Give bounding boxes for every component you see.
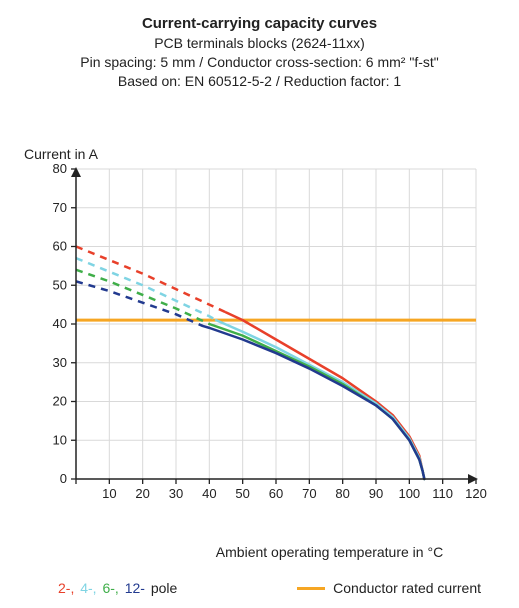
svg-text:70: 70 <box>302 486 316 501</box>
rated-swatch <box>297 587 325 590</box>
series-4-pole-dashed <box>76 258 216 320</box>
chart-header: Current-carrying capacity curves PCB ter… <box>0 0 519 91</box>
legend-pole-label: 12- <box>125 580 151 596</box>
svg-text:10: 10 <box>53 432 67 447</box>
legend-rated: Conductor rated current <box>297 580 481 596</box>
svg-text:20: 20 <box>135 486 149 501</box>
svg-text:100: 100 <box>398 486 420 501</box>
svg-text:30: 30 <box>53 355 67 370</box>
svg-text:50: 50 <box>235 486 249 501</box>
svg-text:40: 40 <box>53 316 67 331</box>
svg-text:60: 60 <box>269 486 283 501</box>
chart-title: Current-carrying capacity curves <box>0 14 519 34</box>
svg-text:110: 110 <box>432 486 453 501</box>
chart-plot: 10 20 30 40 50 60 70 80 90 100 110 120 0 10 20 30 40 50 60… <box>20 135 500 555</box>
svg-text:20: 20 <box>53 394 67 409</box>
series-4-pole-solid <box>216 320 424 479</box>
chart-subtitle-2: Pin spacing: 5 mm / Conductor cross-sect… <box>0 53 519 72</box>
svg-text:0: 0 <box>60 471 67 486</box>
svg-text:80: 80 <box>335 486 349 501</box>
svg-text:30: 30 <box>169 486 183 501</box>
legend-pole-label: 2-, <box>58 580 80 596</box>
chart-subtitle-3: Based on: EN 60512-5-2 / Reduction facto… <box>0 72 519 91</box>
legend: 2-, 4-, 6-, 12- pole Conductor rated cur… <box>0 580 519 596</box>
series-12-pole-solid <box>203 326 425 479</box>
svg-text:60: 60 <box>53 239 67 254</box>
svg-text:50: 50 <box>53 277 67 292</box>
legend-pole-label: 4-, <box>80 580 102 596</box>
legend-pole-suffix: pole <box>151 580 179 596</box>
chart-subtitle-1: PCB terminals blocks (2624-11xx) <box>0 34 519 53</box>
svg-text:10: 10 <box>102 486 116 501</box>
chart-svg: 10 20 30 40 50 60 70 80 90 100 110 120 0 10 20 30 40 50 60… <box>20 135 500 515</box>
svg-text:70: 70 <box>53 200 67 215</box>
legend-pole-label: 6-, <box>102 580 124 596</box>
legend-poles: 2-, 4-, 6-, 12- pole <box>58 580 179 596</box>
x-axis-title: Ambient operating temperature in °C <box>0 544 519 560</box>
svg-text:90: 90 <box>369 486 383 501</box>
series-2-pole-dashed <box>76 247 226 313</box>
svg-text:120: 120 <box>465 486 487 501</box>
svg-text:80: 80 <box>53 161 67 176</box>
svg-text:40: 40 <box>202 486 216 501</box>
legend-rated-label: Conductor rated current <box>333 580 481 596</box>
